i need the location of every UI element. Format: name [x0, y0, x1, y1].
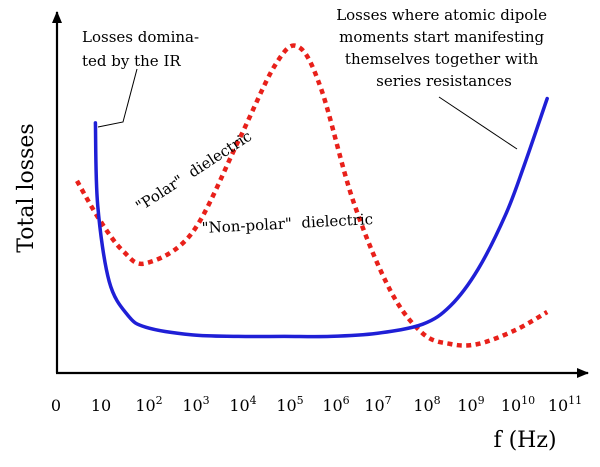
series-line-nonpolar — [93, 96, 549, 339]
x-tick-label: 108 — [413, 394, 440, 415]
x-tick-label: 1010 — [501, 394, 535, 415]
x-tick-label: 10 — [91, 396, 111, 415]
x-tick-labels: 0 10 102 103 104 105 106 107 108 109 1010 1011 — [51, 394, 582, 415]
annotation-dipole: Losses where atomic dipole moments start… — [336, 6, 552, 90]
series-label-nonpolar: "Non-polar" dielectric — [201, 210, 373, 237]
x-tick-label: 104 — [229, 394, 256, 415]
x-tick-label: 109 — [457, 394, 484, 415]
dipole-leader-line — [438, 96, 518, 150]
ir-leader-line — [97, 68, 138, 128]
x-tick-label: 106 — [322, 394, 349, 415]
y-axis-label: Total losses — [14, 123, 39, 252]
x-axis-label: f (Hz) — [493, 428, 556, 453]
annotation-ir: Losses domina- ted by the IR — [82, 28, 204, 70]
series-line-polar — [75, 43, 549, 348]
series-label-polar: "Polar" dielectric — [132, 127, 255, 215]
x-tick-label: 103 — [182, 394, 209, 415]
x-tick-label: 102 — [135, 394, 162, 415]
x-tick-label: 1011 — [548, 394, 582, 415]
x-tick-label: 0 — [51, 396, 61, 415]
series-layer — [75, 43, 549, 348]
x-tick-label: 105 — [276, 394, 303, 415]
x-tick-label: 107 — [364, 394, 391, 415]
